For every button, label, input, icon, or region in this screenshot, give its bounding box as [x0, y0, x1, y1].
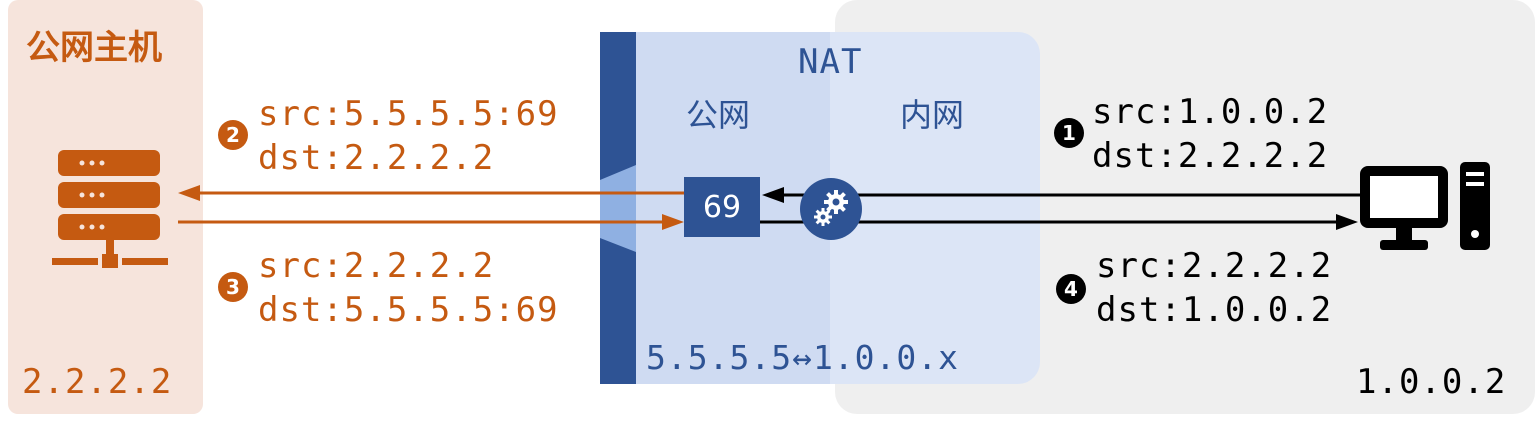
step-4-badge: 4 — [1056, 274, 1086, 304]
step-1-number: 1 — [1062, 121, 1076, 145]
public-host-title: 公网主机 — [26, 28, 162, 68]
arrow-step-4-head — [1336, 214, 1358, 230]
nat-wall-notch — [600, 165, 636, 252]
arrow-step-1-head — [762, 187, 784, 203]
private-host-ip: 1.0.0.2 — [1356, 362, 1507, 402]
step-3-dst: dst:5.5.5.5:69 — [258, 290, 559, 330]
nat-mapping: 5.5.5.5↔1.0.0.x — [646, 338, 960, 377]
step-1-src: src:1.0.0.2 — [1092, 92, 1329, 132]
step-3-src: src:2.2.2.2 — [258, 246, 495, 286]
step-3-badge: 3 — [218, 272, 248, 302]
step-2-dst: dst:2.2.2.2 — [258, 138, 495, 178]
arrow-step-3-head — [662, 214, 684, 230]
step-3-number: 3 — [226, 275, 240, 299]
nat-port-label: 69 — [702, 189, 742, 225]
nat-public-label: 公网 — [686, 96, 751, 134]
step-2-number: 2 — [226, 123, 240, 147]
gear-icon — [800, 178, 862, 240]
step-1-dst: dst:2.2.2.2 — [1092, 136, 1329, 176]
step-2-src: src:5.5.5.5:69 — [258, 94, 559, 134]
arrow-step-2-head — [178, 185, 200, 201]
step-4-src: src:2.2.2.2 — [1096, 246, 1333, 286]
nat-title: NAT — [798, 42, 863, 82]
nat-private-label: 内网 — [900, 96, 965, 134]
public-host-ip: 2.2.2.2 — [22, 362, 173, 402]
computer-icon — [1360, 162, 1490, 250]
step-4-number: 4 — [1064, 277, 1078, 301]
server-icon — [52, 150, 168, 268]
step-4-dst: dst:1.0.0.2 — [1096, 290, 1333, 330]
step-2-badge: 2 — [218, 120, 248, 150]
nat-port-box: 69 — [684, 177, 760, 237]
step-1-badge: 1 — [1054, 118, 1084, 148]
